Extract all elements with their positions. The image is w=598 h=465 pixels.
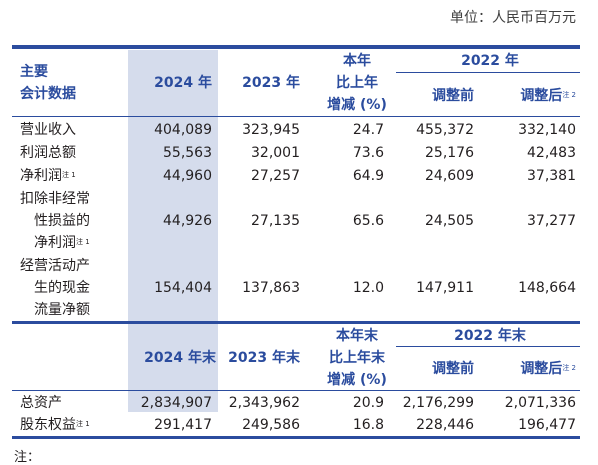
header2-change-line2: 比上年末	[329, 350, 385, 366]
year2022-underline	[396, 72, 580, 73]
row-label: 净利润注 1	[20, 168, 76, 184]
note1-marker: 注 1	[76, 238, 90, 246]
note1-marker: 注 1	[76, 420, 90, 428]
header1-rule	[12, 116, 580, 117]
row-label-line1: 经营活动产	[20, 258, 90, 274]
note2-marker: 注 2	[562, 364, 576, 372]
highlight-column-2024	[128, 50, 218, 412]
cell-2023: 249,586	[242, 417, 300, 433]
note2-marker: 注 2	[562, 91, 576, 99]
header-2023: 2023 年	[242, 75, 300, 91]
cell-before: 2,176,299	[402, 395, 474, 411]
cell-2024: 2,834,907	[140, 395, 212, 411]
header-change-line1: 本年	[343, 53, 371, 69]
header-adjusted-before: 调整前	[432, 88, 474, 104]
footnote-heading: 注：	[14, 450, 41, 465]
cell-2023: 137,863	[242, 280, 300, 296]
cell-2024: 404,089	[154, 122, 212, 138]
cell-after: 42,483	[527, 145, 576, 161]
cell-change: 16.8	[352, 417, 384, 433]
row-label: 股东权益注 1	[20, 417, 90, 433]
cell-change: 20.9	[352, 395, 384, 411]
cell-2024: 291,417	[154, 417, 212, 433]
cell-change: 65.6	[352, 213, 384, 229]
cell-change: 64.9	[352, 168, 384, 184]
cell-2024: 44,926	[163, 213, 212, 229]
header2-2023: 2023 年末	[228, 350, 300, 366]
table-top-rule	[12, 45, 580, 49]
row-label-line1: 扣除非经常	[20, 191, 90, 207]
cell-before: 24,609	[425, 168, 474, 184]
cell-2024: 55,563	[163, 145, 212, 161]
cell-change: 12.0	[352, 280, 384, 296]
header-col0-line1: 主要	[20, 64, 48, 80]
cell-after: 148,664	[518, 280, 576, 296]
cell-before: 24,505	[425, 213, 474, 229]
header2-change-line3: 增减 (%)	[327, 372, 387, 388]
cell-before: 455,372	[416, 122, 474, 138]
header2-rule	[12, 390, 580, 391]
header-adjusted-after: 调整后注 2	[520, 88, 576, 104]
cell-2023: 27,257	[251, 168, 300, 184]
header2-2022: 2022 年末	[454, 328, 526, 344]
cell-2024: 44,960	[163, 168, 212, 184]
row-label-line3: 流量净额	[34, 302, 90, 318]
cell-2023: 2,343,962	[228, 395, 300, 411]
cell-2023: 323,945	[242, 122, 300, 138]
note1-marker: 注 1	[62, 171, 76, 179]
unit-label: 单位：人民币百万元	[450, 10, 576, 26]
cell-2024: 154,404	[154, 280, 212, 296]
table-bottom-rule	[12, 436, 580, 439]
cell-before: 25,176	[425, 145, 474, 161]
cell-after: 332,140	[518, 122, 576, 138]
cell-before: 147,911	[416, 280, 474, 296]
cell-after: 37,381	[527, 168, 576, 184]
row-label: 总资产	[20, 395, 62, 411]
header-change-line2: 比上年	[336, 75, 378, 91]
cell-2023: 27,135	[251, 213, 300, 229]
year2022-end-underline	[396, 346, 580, 347]
section2-rule	[12, 321, 580, 324]
cell-2023: 32,001	[251, 145, 300, 161]
row-label-line2: 生的现金	[34, 280, 90, 296]
cell-change: 24.7	[352, 122, 384, 138]
header2-adjusted-after: 调整后注 2	[520, 361, 576, 377]
header-change-line3: 增减 (%)	[327, 97, 387, 113]
header-col0-line2: 会计数据	[20, 86, 76, 102]
cell-after: 2,071,336	[504, 395, 576, 411]
row-label: 利润总额	[20, 145, 76, 161]
row-label-line3: 净利润注 1	[34, 235, 90, 251]
header-2024: 2024 年	[154, 75, 212, 91]
header-2022: 2022 年	[461, 53, 519, 69]
row-label: 营业收入	[20, 122, 76, 138]
row-label-line2: 性损益的	[34, 213, 90, 229]
cell-after: 37,277	[527, 213, 576, 229]
cell-change: 73.6	[352, 145, 384, 161]
header2-change-line1: 本年末	[336, 328, 378, 344]
header2-2024: 2024 年末	[144, 350, 216, 366]
cell-before: 228,446	[416, 417, 474, 433]
header2-adjusted-before: 调整前	[432, 361, 474, 377]
cell-after: 196,477	[518, 417, 576, 433]
